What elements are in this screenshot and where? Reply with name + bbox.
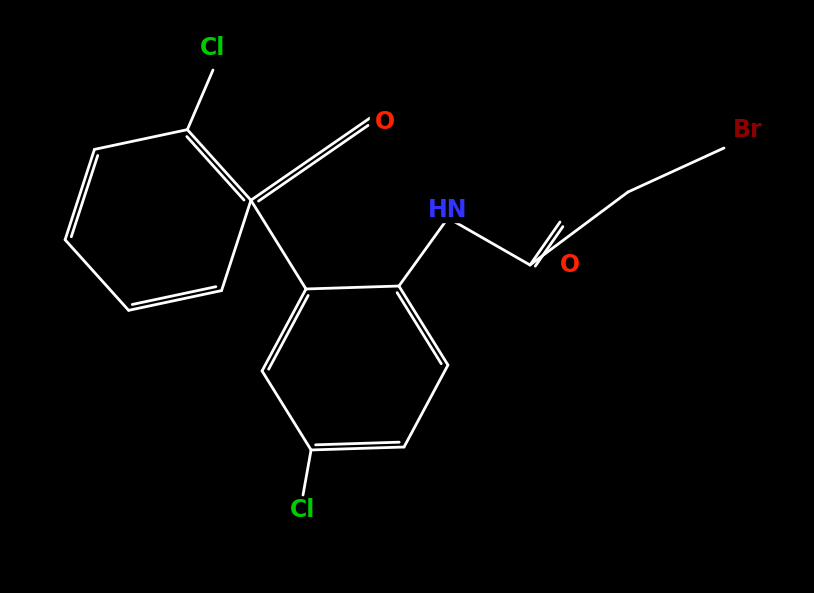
Text: Cl: Cl xyxy=(291,498,316,522)
Bar xyxy=(726,118,770,142)
Bar xyxy=(555,253,585,277)
Text: O: O xyxy=(560,253,580,277)
Text: O: O xyxy=(375,110,395,134)
Bar xyxy=(426,198,470,222)
Bar xyxy=(370,110,400,134)
Text: Cl: Cl xyxy=(200,36,225,60)
Text: HN: HN xyxy=(428,198,468,222)
Bar xyxy=(191,36,235,60)
Bar xyxy=(281,498,325,522)
Text: Br: Br xyxy=(733,118,763,142)
